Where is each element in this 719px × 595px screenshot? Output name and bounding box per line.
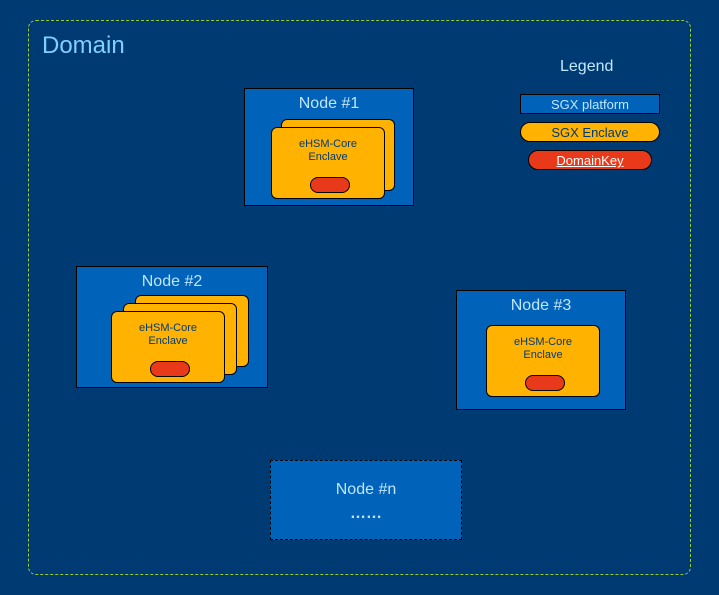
node1: Node #1 eHSM-CoreEnclave bbox=[244, 88, 414, 206]
noden: Node #n …… bbox=[270, 460, 462, 540]
node2-enclave-2: eHSM-CoreEnclave bbox=[111, 311, 225, 383]
legend-item-0: SGX platform bbox=[520, 94, 660, 114]
node2: Node #2 eHSM-CoreEnclave bbox=[76, 266, 268, 388]
node1-title: Node #1 bbox=[245, 95, 413, 113]
noden-dots: …… bbox=[271, 505, 461, 523]
legend-item-1: SGX Enclave bbox=[520, 122, 660, 142]
node3-title: Node #3 bbox=[457, 297, 625, 315]
node3: Node #3 eHSM-CoreEnclave bbox=[456, 290, 626, 410]
node3-enclave-0-domainkey bbox=[525, 375, 565, 391]
node3-enclave-0-label: eHSM-CoreEnclave bbox=[487, 336, 599, 362]
node3-enclave-0: eHSM-CoreEnclave bbox=[486, 325, 600, 397]
domain-title: Domain bbox=[42, 32, 125, 60]
noden-title: Node #n bbox=[271, 481, 461, 499]
canvas: Domain Legend SGX platform SGX Enclave Domai… bbox=[0, 0, 719, 595]
node1-enclave-1: eHSM-CoreEnclave bbox=[271, 127, 385, 199]
node1-enclave-1-domainkey bbox=[310, 177, 350, 193]
node2-enclave-2-domainkey bbox=[150, 361, 190, 377]
node2-title: Node #2 bbox=[77, 273, 267, 291]
legend-title: Legend bbox=[560, 58, 613, 76]
node2-enclave-2-label: eHSM-CoreEnclave bbox=[112, 322, 224, 348]
node1-enclave-1-label: eHSM-CoreEnclave bbox=[272, 138, 384, 164]
legend-item-2: DomainKey bbox=[528, 150, 652, 170]
